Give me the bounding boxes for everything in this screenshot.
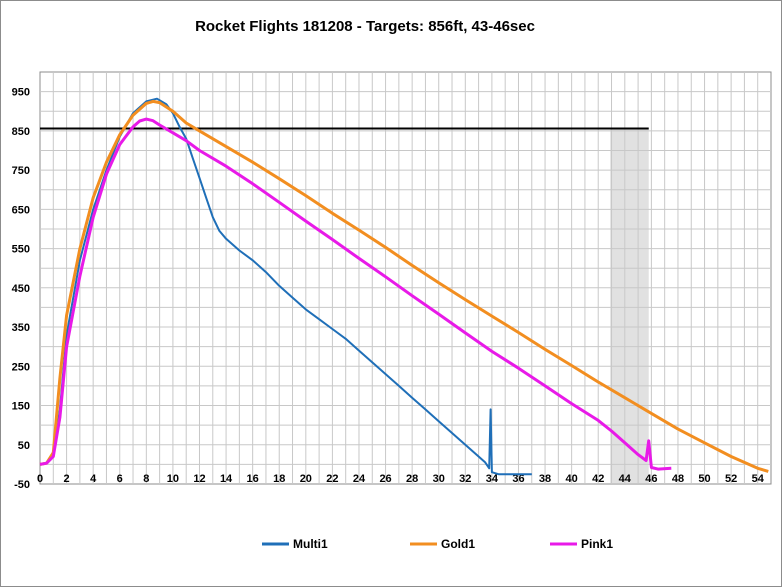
- plot-background: [39, 71, 772, 485]
- target-time-band: [610, 128, 649, 484]
- y-tick-label: 450: [12, 283, 30, 295]
- y-tick-label: 550: [12, 244, 30, 256]
- x-tick-label: 2: [64, 473, 70, 485]
- series-line-gold1: [39, 99, 769, 473]
- legend-label-pink1: Pink1: [581, 537, 613, 551]
- y-tick-label: 650: [12, 204, 30, 216]
- x-tick-label: 26: [379, 473, 391, 485]
- x-tick-label: 42: [592, 473, 604, 485]
- y-tick-label: 150: [12, 401, 30, 413]
- x-tick-label: 0: [37, 473, 43, 485]
- x-tick-label: 8: [143, 473, 149, 485]
- x-tick-label: 28: [406, 473, 418, 485]
- x-tick-label: 30: [433, 473, 445, 485]
- x-tick-label: 20: [300, 473, 312, 485]
- x-tick-label: 32: [459, 473, 471, 485]
- chart-title: Rocket Flights 181208 - Targets: 856ft, …: [195, 18, 535, 35]
- x-tick-label: 54: [752, 473, 765, 485]
- x-tick-label: 40: [566, 473, 578, 485]
- y-tick-label: 50: [18, 440, 30, 452]
- x-tick-label: 16: [247, 473, 259, 485]
- x-tick-label: 14: [220, 473, 233, 485]
- x-tick-label: 36: [512, 473, 524, 485]
- series-line-pink1: [39, 117, 672, 471]
- x-tick-label: 18: [273, 473, 285, 485]
- x-tick-label: 6: [117, 473, 123, 485]
- x-tick-label: 44: [619, 473, 632, 485]
- x-tick-label: 4: [90, 473, 97, 485]
- legend: Multi1 Gold1 Pink1: [262, 537, 613, 551]
- x-tick-label: 48: [672, 473, 684, 485]
- x-tick-label: 12: [193, 473, 205, 485]
- y-tick-label: 250: [12, 361, 30, 373]
- y-tick-label: 750: [12, 165, 30, 177]
- x-tick-label: 24: [353, 473, 366, 485]
- x-tick-label: 46: [645, 473, 657, 485]
- legend-label-gold1: Gold1: [441, 537, 475, 551]
- y-tick-label: 850: [12, 126, 30, 138]
- x-tick-label: 22: [326, 473, 338, 485]
- legend-label-multi1: Multi1: [293, 537, 328, 551]
- y-tick-label: 950: [12, 87, 30, 99]
- x-tick-label: 52: [725, 473, 737, 485]
- x-tick-label: 38: [539, 473, 551, 485]
- x-tick-label: 34: [486, 473, 499, 485]
- y-tick-label: -50: [14, 479, 30, 491]
- x-tick-label: 50: [698, 473, 710, 485]
- x-tick-label: 10: [167, 473, 179, 485]
- y-tick-label: 350: [12, 322, 30, 334]
